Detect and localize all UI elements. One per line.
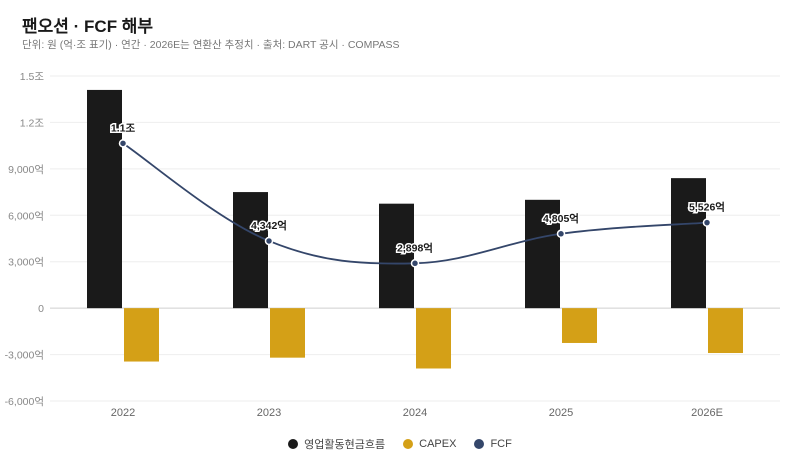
legend-swatch-capex (403, 439, 414, 449)
y-tick-label-0: 1.5조 (20, 71, 45, 83)
legend-label-fcf: FCF (490, 438, 512, 450)
chart-title: 팬오션 · FCF 해부 (22, 17, 154, 36)
point-fcf-2023 (264, 236, 274, 246)
bar-ocf-2023 (233, 192, 268, 309)
y-tick-label-2: 9,000억 (8, 164, 44, 176)
x-tick-label-1: 2023 (257, 407, 281, 419)
data-label-fcf-2026E: 5,526억 (689, 202, 725, 214)
data-label-fcf-2022: 1.1조 (111, 122, 136, 134)
legend-item-capex[interactable]: CAPEX (403, 436, 456, 452)
y-tick-label-4: 3,000억 (8, 257, 44, 269)
chart-subtitle: 단위: 원 (억·조 표기) · 연간 · 2026E는 연환산 추정치 · 출… (22, 39, 400, 51)
x-tick-label-4: 2026E (691, 407, 723, 419)
y-tick-label-3: 6,000억 (8, 210, 44, 222)
point-fcf-2024 (410, 259, 420, 268)
legend-label-capex: CAPEX (419, 438, 457, 450)
bar-capex-2025 (562, 308, 597, 343)
y-tick-label-5: 0 (38, 303, 44, 315)
point-fcf-2022 (118, 139, 128, 148)
bar-ocf-2024 (379, 203, 414, 309)
x-tick-label-0: 2022 (111, 407, 135, 419)
x-tick-label-2: 2024 (403, 407, 427, 419)
bar-ocf-2022 (87, 89, 122, 309)
y-tick-label-7: -6,000억 (5, 396, 44, 408)
y-tick-label-1: 1.2조 (20, 117, 45, 129)
data-label-fcf-2023: 4,342억 (251, 220, 287, 232)
bar-ocf-2025 (525, 199, 560, 309)
x-tick-label-3: 2025 (549, 407, 573, 419)
bar-capex-2024 (416, 308, 451, 369)
data-label-fcf-2024: 2,898억 (397, 242, 433, 254)
legend: 영업활동현금흐름 CAPEX FCF (0, 436, 800, 452)
bar-capex-2026E (708, 308, 743, 354)
chart-canvas: 1.5조 1.2조 9,000억 6,000억 3,000억 0 -3,000억 -6,000… (5, 71, 780, 419)
point-fcf-2025 (556, 229, 566, 239)
point-fcf-2026E (702, 218, 712, 227)
legend-item-fcf[interactable]: FCF (474, 436, 512, 452)
bar-capex-2022 (124, 308, 159, 362)
bar-ocf-2026E (671, 178, 706, 309)
bar-capex-2023 (270, 308, 305, 358)
legend-label-ocf: 영업활동현금흐름 (304, 439, 386, 451)
data-label-fcf-2025: 4,805억 (543, 213, 579, 225)
y-tick-label-6: -3,000억 (5, 350, 44, 362)
legend-item-ocf[interactable]: 영업활동현금흐름 (288, 436, 385, 452)
legend-swatch-fcf (474, 439, 485, 449)
legend-swatch-ocf (288, 439, 299, 449)
